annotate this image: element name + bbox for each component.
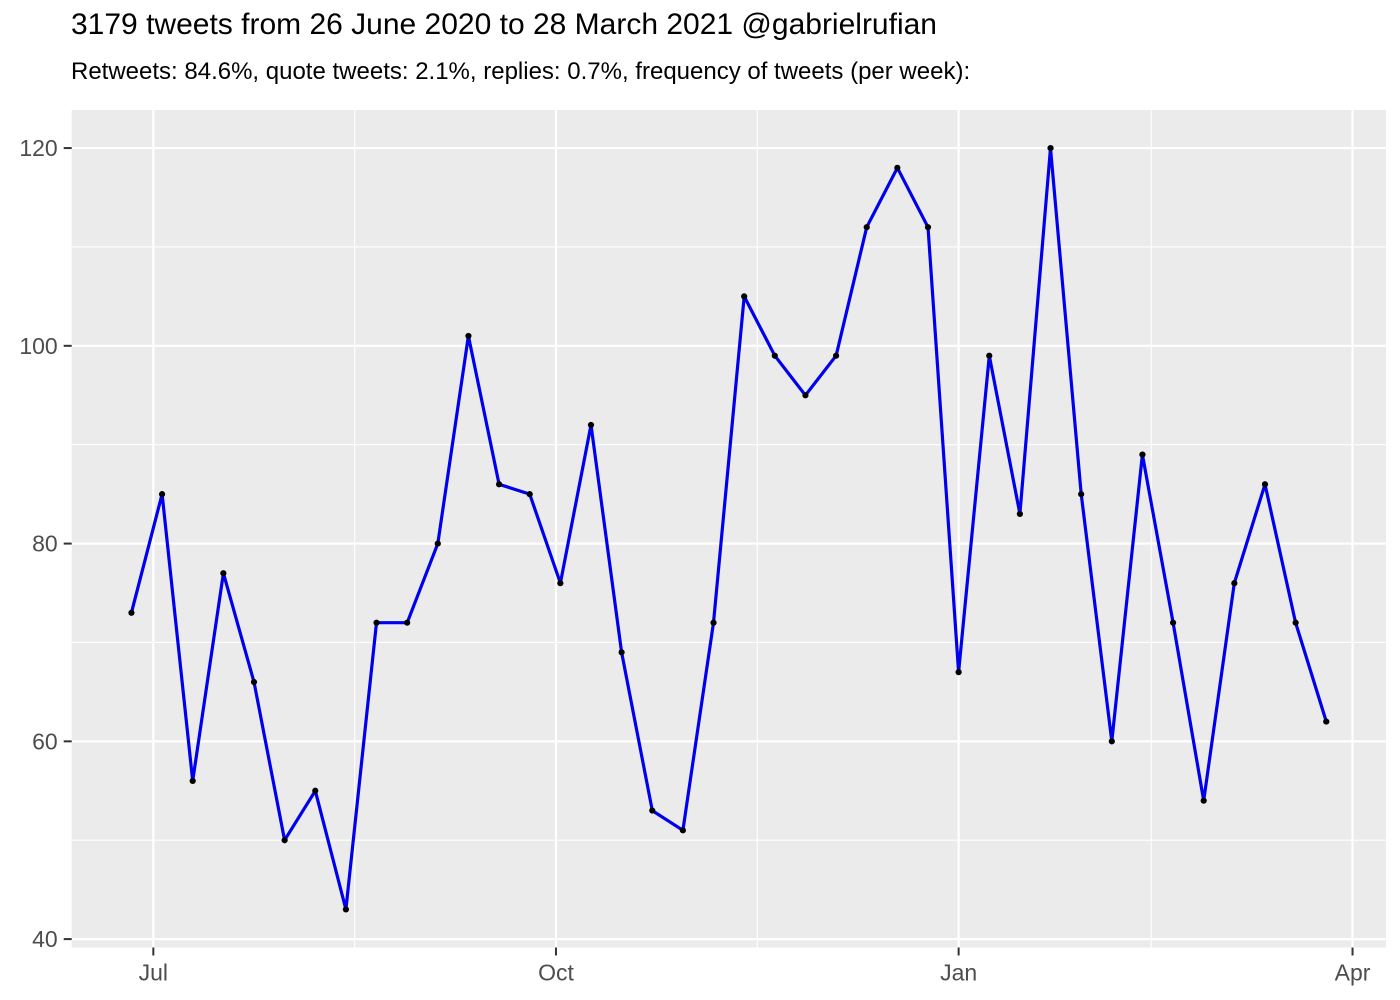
- data-point: [557, 580, 564, 587]
- x-tick-label: Jul: [139, 960, 168, 986]
- data-point: [404, 619, 411, 626]
- chart-subtitle: Retweets: 84.6%, quote tweets: 2.1%, rep…: [71, 58, 971, 85]
- data-point: [863, 224, 870, 231]
- data-point: [1261, 481, 1269, 488]
- data-point: [955, 669, 962, 676]
- data-point: [1200, 797, 1207, 804]
- data-point: [189, 777, 196, 784]
- data-point: [281, 837, 288, 844]
- data-point: [1231, 580, 1238, 587]
- data-point: [1016, 510, 1023, 518]
- panel-background: [71, 110, 1387, 948]
- x-tick-label: Apr: [1335, 960, 1371, 986]
- data-point: [526, 491, 533, 498]
- data-point: [894, 164, 901, 171]
- data-point: [986, 352, 993, 359]
- data-point: [220, 570, 227, 577]
- data-point: [373, 619, 380, 626]
- data-point: [1169, 619, 1177, 626]
- data-point: [1139, 451, 1146, 458]
- data-point: [1108, 738, 1115, 745]
- x-tick-label: Jan: [940, 960, 977, 986]
- data-point: [587, 421, 595, 429]
- data-point: [649, 807, 656, 814]
- data-point: [924, 224, 932, 231]
- data-point: [312, 787, 319, 794]
- data-point: [741, 293, 748, 300]
- data-point: [342, 906, 349, 913]
- data-point: [495, 481, 503, 488]
- y-tick-label: 60: [32, 728, 58, 754]
- data-point: [618, 649, 625, 656]
- data-point: [465, 332, 472, 340]
- data-point: [434, 540, 441, 547]
- data-point: [832, 352, 840, 359]
- data-point: [1078, 491, 1085, 498]
- data-point: [1323, 718, 1330, 725]
- y-tick-label: 120: [19, 135, 57, 161]
- data-point: [128, 609, 135, 616]
- data-point: [158, 491, 166, 498]
- data-point: [250, 678, 258, 686]
- x-tick-label: Oct: [538, 960, 574, 986]
- tweet-frequency-line: [129, 146, 1328, 912]
- data-point: [1292, 619, 1299, 626]
- data-point: [771, 352, 778, 359]
- data-point: [802, 392, 809, 399]
- chart-title: 3179 tweets from 26 June 2020 to 28 Marc…: [71, 8, 937, 41]
- y-tick-label: 40: [32, 926, 58, 952]
- data-point: [1047, 144, 1054, 152]
- data-point: [679, 827, 686, 834]
- y-tick-label: 80: [32, 531, 58, 557]
- y-tick-label: 100: [19, 333, 57, 359]
- data-point: [710, 619, 717, 626]
